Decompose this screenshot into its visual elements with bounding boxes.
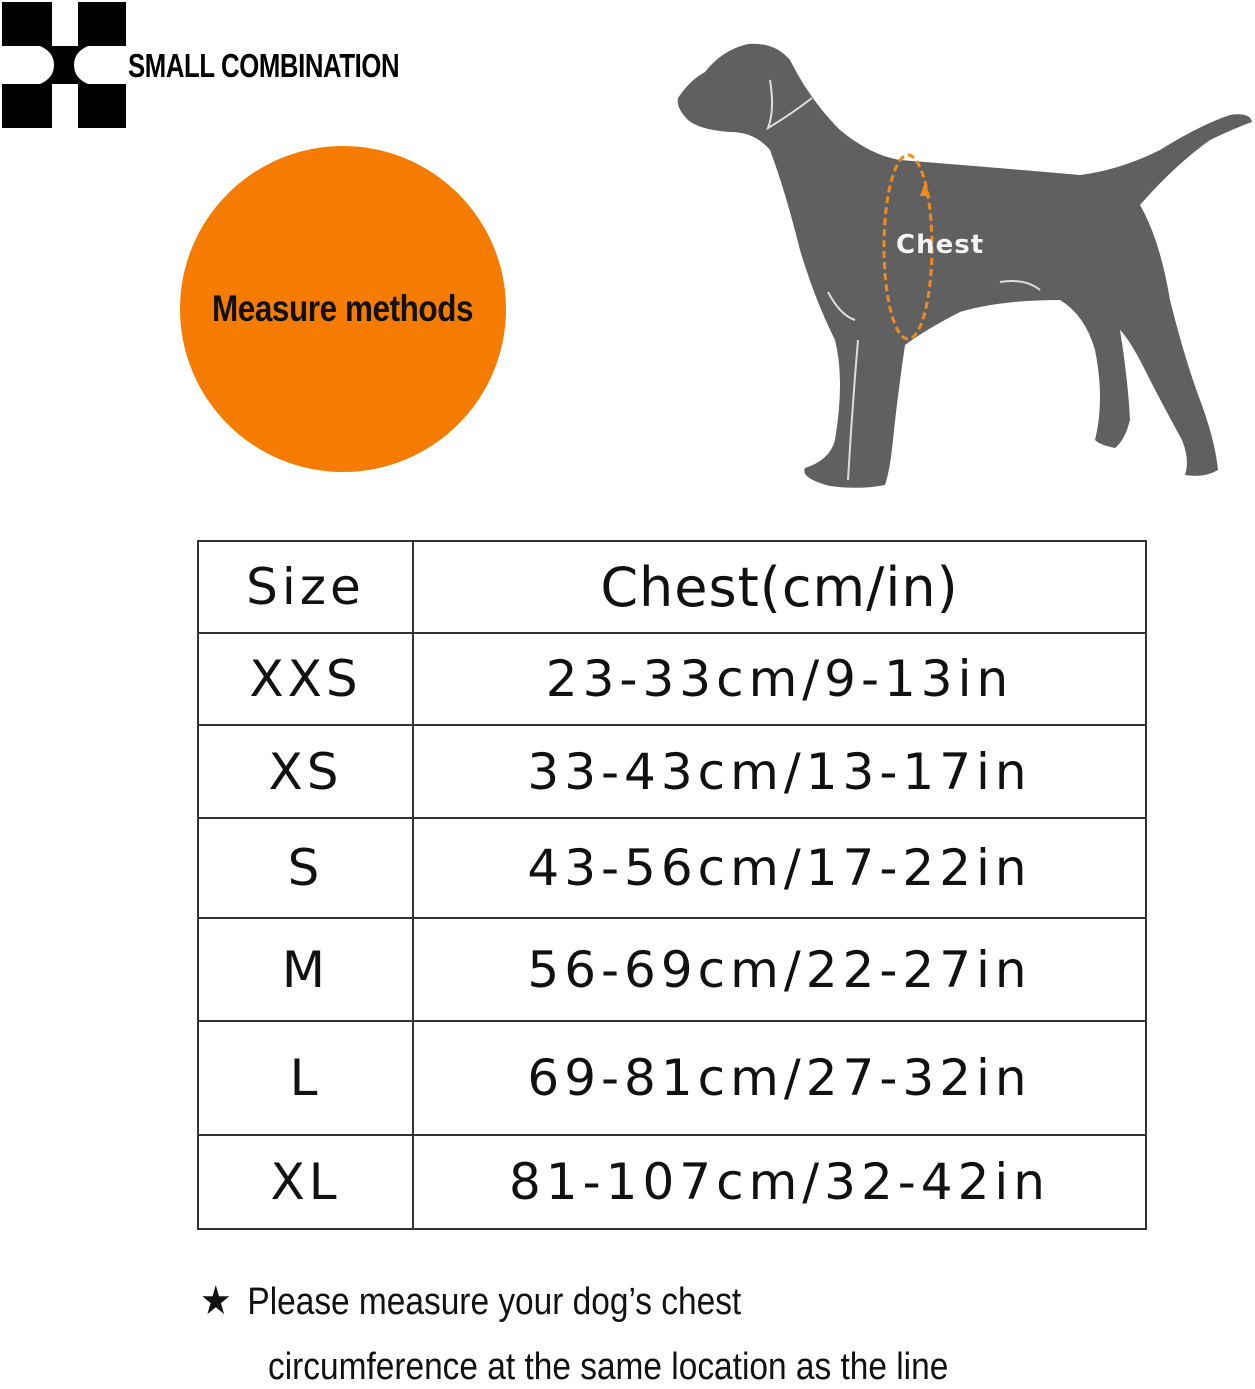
star-icon: ★ — [200, 1279, 232, 1323]
note-text-1: Please measure your dog’s chest — [247, 1281, 742, 1323]
size-cell: L — [197, 1020, 414, 1136]
chest-cell: 81-107cm/32-42in — [412, 1134, 1147, 1230]
dog-illustration — [677, 43, 1252, 488]
size-cell: S — [197, 817, 414, 919]
chest-label: Chest — [896, 230, 985, 260]
table-row: M 56-69cm/22-27in — [197, 917, 1147, 1022]
note-line-1: ★ Please measure your dog’s chest — [200, 1278, 741, 1324]
chest-cell: 69-81cm/27-32in — [412, 1020, 1147, 1136]
table-header-row: Size Chest(cm/in) — [197, 540, 1147, 634]
measure-methods-label: Measure methods — [212, 288, 474, 329]
chest-cell: 33-43cm/13-17in — [412, 724, 1147, 819]
brand-name: SMALL COMBINATION — [128, 47, 400, 84]
arrow-up-icon — [920, 182, 930, 196]
table-row: XL 81-107cm/32-42in — [197, 1134, 1147, 1230]
header-chest: Chest(cm/in) — [412, 540, 1147, 634]
size-cell: XS — [197, 724, 414, 819]
dog-silhouette — [677, 43, 1252, 488]
table-row: S 43-56cm/17-22in — [197, 817, 1147, 919]
size-cell: M — [197, 917, 414, 1022]
note-line-2: circumference at the same location as th… — [268, 1346, 949, 1388]
size-cell: XL — [197, 1134, 414, 1230]
size-chart-table: Size Chest(cm/in) XXS 23-33cm/9-13in XS 33… — [197, 540, 1147, 1230]
chest-cell: 56-69cm/22-27in — [412, 917, 1147, 1022]
chest-cell: 23-33cm/9-13in — [412, 632, 1147, 726]
header-size: Size — [197, 540, 414, 634]
brand-logo-icon — [2, 2, 126, 128]
measure-methods-badge: Measure methods — [180, 146, 506, 472]
table-row: XS 33-43cm/13-17in — [197, 724, 1147, 819]
table-row: XXS 23-33cm/9-13in — [197, 632, 1147, 726]
table-row: L 69-81cm/27-32in — [197, 1020, 1147, 1136]
chest-measure-loop — [882, 153, 934, 341]
size-cell: XXS — [197, 632, 414, 726]
chest-cell: 43-56cm/17-22in — [412, 817, 1147, 919]
